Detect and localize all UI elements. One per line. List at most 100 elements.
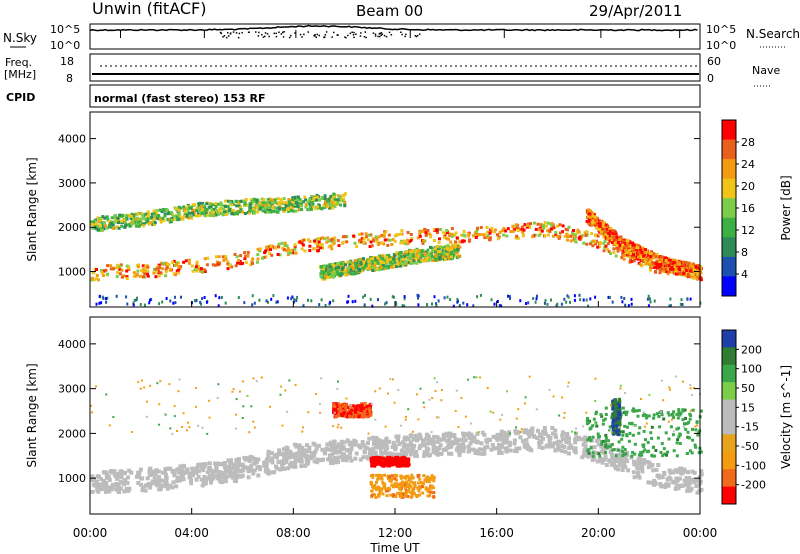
noise-speck (222, 36, 224, 38)
power-cell (607, 250, 611, 254)
power-cell (302, 200, 305, 204)
power-cell (109, 267, 113, 271)
noise-speck (401, 33, 403, 36)
power-cell (462, 233, 466, 237)
power-cell (358, 259, 362, 263)
power-cell (130, 214, 134, 218)
velocity-cell (155, 483, 160, 488)
power-cell (674, 270, 677, 274)
power-cell (330, 206, 334, 210)
velocity-cell (375, 455, 378, 459)
velocity-cell (256, 473, 261, 478)
power-cell (283, 241, 287, 245)
velocity-cell (398, 452, 403, 457)
velocity-cell (651, 468, 656, 473)
noise-speck (275, 32, 277, 35)
velocity-cell (409, 484, 413, 488)
power-cell (236, 210, 240, 214)
velocity-cell (237, 468, 242, 473)
velocity-cell (292, 464, 297, 469)
velocity-cell (382, 456, 386, 460)
power-cell (567, 225, 571, 229)
power-cell (269, 244, 273, 248)
power-cell (304, 198, 308, 202)
power-cell (585, 210, 589, 214)
power-cell (606, 242, 610, 246)
power-cell (274, 246, 277, 250)
power-cell (139, 303, 142, 306)
power-cell (347, 300, 350, 304)
velocity-cell (399, 482, 403, 486)
power-cell (407, 255, 411, 259)
velocity-cell (371, 438, 376, 443)
power-cell (658, 271, 662, 275)
power-cell (364, 262, 368, 265)
power-cell (344, 273, 348, 277)
power-cell (360, 236, 364, 240)
power-cell (691, 265, 695, 269)
power-cell (479, 226, 483, 229)
power-cell (170, 213, 174, 217)
power-cell (421, 229, 425, 233)
power-cell (500, 304, 503, 308)
power-cell (241, 210, 245, 214)
power-cell (515, 234, 519, 238)
velocity-cell (328, 440, 333, 445)
velocity-cell (371, 446, 376, 451)
freq-panel-frame (89, 53, 701, 82)
velocity-cell (634, 462, 639, 467)
velocity-cell (293, 460, 298, 465)
power-cell (613, 242, 617, 245)
power-cell (270, 253, 274, 257)
power-cell (152, 271, 156, 275)
noise-speck (299, 33, 302, 36)
power-cell (647, 304, 650, 308)
power-cell (536, 294, 538, 298)
velocity-cell (361, 412, 365, 415)
power-cell (317, 237, 321, 240)
power-cell (147, 222, 151, 226)
velocity-cell (512, 448, 517, 453)
power-cell (239, 254, 243, 258)
velocity-cell (640, 466, 645, 470)
power-cell (566, 234, 570, 238)
velocity-cell (264, 469, 269, 474)
velocity-cell (361, 414, 365, 418)
power-cell (543, 234, 547, 238)
noise-speck (374, 35, 377, 37)
power-cell (462, 239, 466, 243)
power-cell (658, 267, 662, 271)
power-cell (346, 260, 350, 264)
velocity-cell (560, 437, 565, 441)
power-cell (496, 233, 499, 237)
velocity-cell (235, 465, 240, 470)
power-cell (533, 221, 536, 225)
velocity-cell (430, 474, 434, 478)
power-cell (627, 248, 631, 252)
power-cell (608, 227, 612, 231)
velocity-cell (364, 413, 367, 417)
power-cell (140, 269, 144, 272)
power-cell (589, 297, 592, 301)
velocity-cell (529, 430, 534, 435)
velocity-cell (322, 449, 327, 454)
power-cell (446, 295, 449, 299)
velocity-cell (210, 472, 215, 476)
velocity-cell (143, 488, 148, 493)
velocity-cell (375, 480, 378, 484)
power-cell (268, 252, 272, 255)
power-cell (203, 214, 207, 218)
velocity-cell (400, 457, 404, 461)
velocity-cell (563, 437, 567, 442)
power-cell (640, 251, 644, 255)
power-cell (219, 203, 223, 207)
power-cell (682, 272, 686, 276)
power-cell (91, 226, 95, 230)
power-cell (279, 198, 283, 202)
power-cell (380, 233, 384, 237)
power-cell (385, 238, 389, 242)
velocity-cell (563, 449, 568, 454)
velocity-cell (531, 434, 536, 438)
power-cell (243, 212, 247, 215)
